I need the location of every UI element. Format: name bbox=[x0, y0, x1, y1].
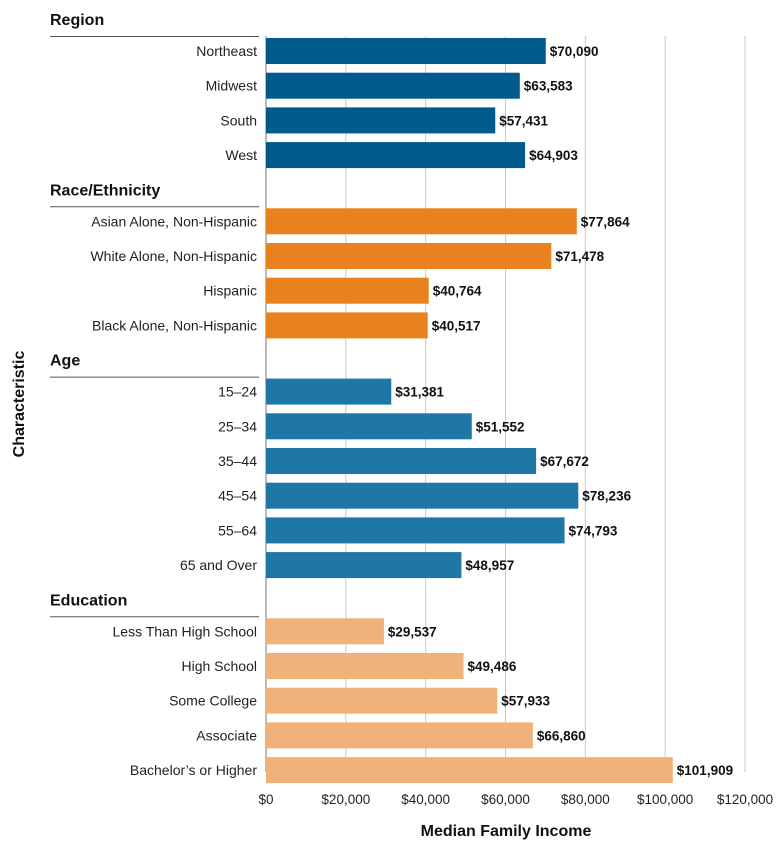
bar bbox=[266, 277, 429, 304]
value-label: $66,860 bbox=[537, 728, 586, 743]
category-label: Less Than High School bbox=[113, 623, 258, 639]
value-labels: $70,090 $63,583 $57,431 $64,903 $77,864 $71,4… bbox=[388, 44, 733, 778]
bar bbox=[266, 107, 496, 134]
category-label: High School bbox=[182, 658, 258, 674]
bar bbox=[266, 687, 498, 714]
category-label: Some College bbox=[169, 693, 257, 709]
group-title: Race/Ethnicity bbox=[50, 182, 160, 199]
x-tick-label: $120,000 bbox=[717, 792, 773, 807]
bar bbox=[266, 38, 546, 64]
x-axis-ticks: $0 $20,000 $40,000 $60,000 $80,000 $100,000 $1… bbox=[258, 792, 773, 807]
category-label: Black Alone, Non-Hispanic bbox=[92, 317, 257, 333]
x-tick-label: $0 bbox=[258, 792, 273, 807]
x-axis-title: Median Family Income bbox=[421, 823, 592, 840]
value-label: $40,764 bbox=[433, 284, 482, 299]
bar bbox=[266, 722, 533, 749]
bar bbox=[266, 413, 472, 440]
category-label: 25–34 bbox=[218, 418, 257, 434]
category-label: West bbox=[225, 147, 257, 163]
category-label: Northeast bbox=[196, 43, 257, 59]
value-label: $57,431 bbox=[499, 113, 548, 128]
value-label: $101,909 bbox=[677, 763, 733, 778]
x-tick-label: $100,000 bbox=[637, 792, 693, 807]
bar bbox=[266, 552, 462, 579]
group-title: Region bbox=[50, 12, 104, 29]
group-title: Education bbox=[50, 592, 127, 609]
value-label: $67,672 bbox=[540, 454, 589, 469]
x-tick-label: $20,000 bbox=[321, 792, 370, 807]
category-label: 65 and Over bbox=[180, 557, 257, 573]
category-label: 35–44 bbox=[218, 453, 257, 469]
category-label: Bachelor’s or Higher bbox=[130, 762, 257, 778]
bar bbox=[266, 208, 577, 235]
value-label: $77,864 bbox=[581, 214, 630, 229]
bar bbox=[266, 72, 520, 99]
value-label: $78,236 bbox=[582, 489, 631, 504]
value-label: $31,381 bbox=[395, 385, 444, 400]
value-label: $57,933 bbox=[501, 694, 550, 709]
value-label: $63,583 bbox=[524, 79, 573, 94]
value-label: $29,537 bbox=[388, 624, 437, 639]
group-headers: Region Race/Ethnicity Age Education bbox=[50, 12, 259, 618]
category-label: South bbox=[220, 112, 257, 128]
bar bbox=[266, 653, 464, 679]
category-label: 15–24 bbox=[218, 384, 257, 400]
value-label: $40,517 bbox=[432, 318, 481, 333]
x-tick-label: $40,000 bbox=[401, 792, 450, 807]
group-title: Age bbox=[50, 353, 80, 370]
bar bbox=[266, 618, 384, 645]
category-label: Associate bbox=[196, 727, 257, 743]
value-label: $74,793 bbox=[569, 523, 618, 538]
category-label: Asian Alone, Non-Hispanic bbox=[91, 213, 257, 229]
bar bbox=[266, 482, 579, 509]
x-tick-label: $80,000 bbox=[561, 792, 610, 807]
value-label: $64,903 bbox=[529, 148, 578, 163]
bar bbox=[266, 517, 565, 544]
bar bbox=[266, 378, 392, 405]
bar bbox=[266, 757, 673, 784]
value-label: $48,957 bbox=[465, 558, 514, 573]
bar bbox=[266, 142, 526, 169]
y-axis-title: Characteristic bbox=[11, 351, 28, 458]
bar bbox=[266, 243, 552, 269]
bar bbox=[266, 448, 537, 474]
value-label: $51,552 bbox=[476, 419, 525, 434]
x-tick-label: $60,000 bbox=[481, 792, 530, 807]
category-label: White Alone, Non-Hispanic bbox=[90, 248, 257, 264]
category-label: 55–64 bbox=[218, 522, 257, 538]
category-label: 45–54 bbox=[218, 488, 257, 504]
value-label: $70,090 bbox=[550, 44, 599, 59]
category-label: Midwest bbox=[206, 78, 257, 94]
bars bbox=[266, 38, 673, 784]
value-label: $71,478 bbox=[555, 249, 604, 264]
category-label: Hispanic bbox=[203, 283, 257, 299]
category-labels: Northeast Midwest South West Asian Alone, No… bbox=[90, 43, 257, 778]
value-label: $49,486 bbox=[468, 659, 517, 674]
bar bbox=[266, 312, 428, 339]
